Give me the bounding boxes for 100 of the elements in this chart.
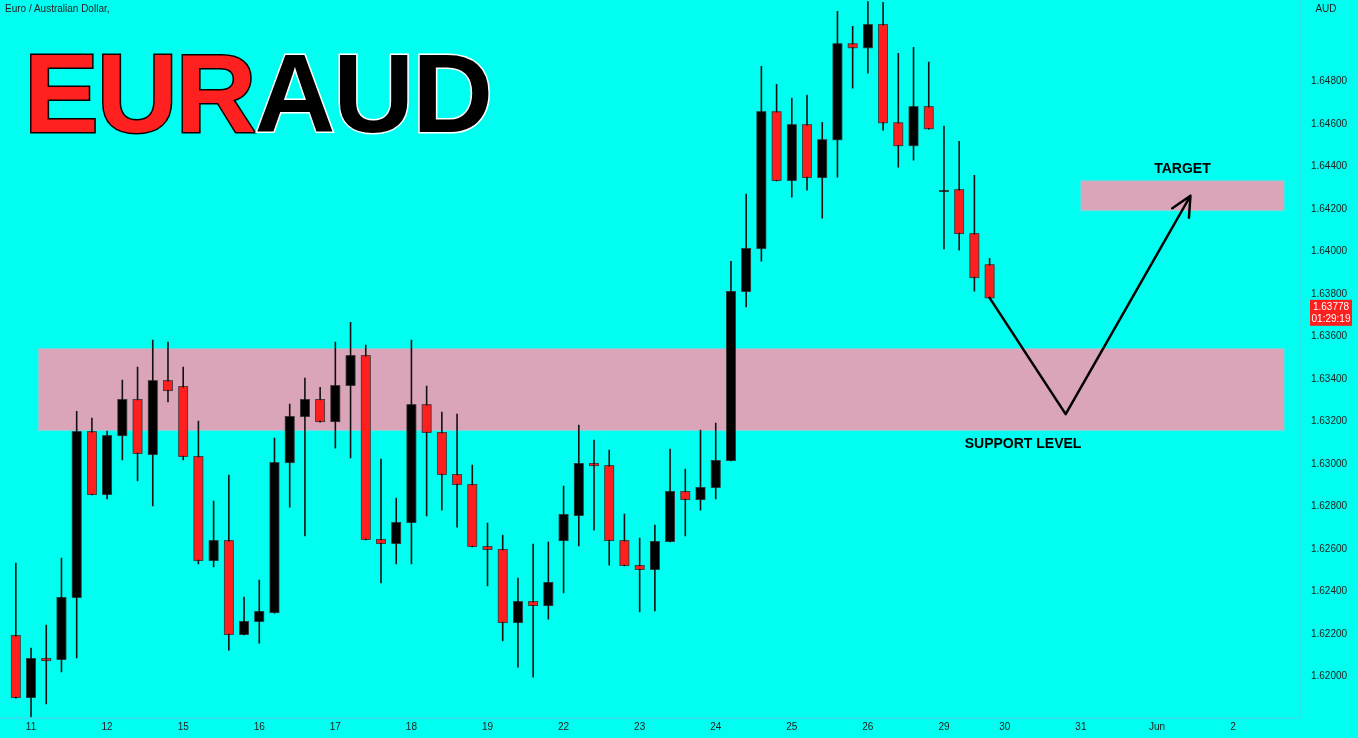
text: 01:29:19 <box>1311 312 1351 324</box>
candlestick <box>208 500 219 568</box>
candlestick <box>56 557 67 673</box>
candlestick <box>284 403 295 508</box>
y-tick-label: 1.64200 <box>1310 202 1348 214</box>
candlestick <box>269 437 280 614</box>
candlestick <box>147 339 158 507</box>
y-tick-label: 1.64400 <box>1310 160 1348 172</box>
y-tick-label: 1.63400 <box>1310 372 1348 384</box>
candlestick <box>87 417 97 495</box>
candlestick <box>330 341 341 449</box>
y-tick-label: 1.63600 <box>1310 330 1348 342</box>
candlestick <box>832 10 843 178</box>
candlestick <box>117 379 128 461</box>
x-tick-label: 15 <box>177 721 190 732</box>
candlestick <box>543 541 554 620</box>
candlestick <box>771 83 782 181</box>
candlestick <box>132 366 143 482</box>
candlestick <box>862 1 873 74</box>
x-tick-label: 25 <box>786 721 798 732</box>
candlestick <box>786 97 797 198</box>
x-tick-label: 18 <box>405 721 418 732</box>
candlestick <box>954 140 965 251</box>
candlestick <box>345 321 356 459</box>
candlestick <box>406 339 417 565</box>
candlestick <box>558 485 569 594</box>
band-label: TARGET <box>1154 159 1212 176</box>
y-tick-label: 1.64600 <box>1310 117 1348 129</box>
candlestick <box>847 25 858 89</box>
y-tick-label: 1.62800 <box>1310 500 1348 512</box>
band-label: SUPPORT LEVEL <box>964 434 1082 451</box>
candlestick <box>893 52 904 168</box>
chart-subtitle: Euro / Australian Dollar, <box>5 3 110 14</box>
candlestick <box>908 47 919 161</box>
candlestick <box>421 385 432 517</box>
candlestick <box>71 410 82 659</box>
candlestick <box>969 174 980 292</box>
candlestick <box>528 543 539 678</box>
y-axis-title: AUD <box>1315 3 1337 14</box>
candlestick <box>513 577 523 668</box>
candlestick <box>300 377 310 537</box>
candlestick <box>741 193 752 308</box>
y-tick-label: 1.64800 <box>1310 75 1348 87</box>
candlestick <box>710 422 721 500</box>
x-tick-label: 31 <box>1075 721 1087 732</box>
candlestick <box>923 61 934 130</box>
x-tick-label: 12 <box>101 721 114 732</box>
x-tick-label: Jun <box>1148 721 1166 732</box>
x-tick-label: 29 <box>938 721 950 732</box>
y-tick-label: 1.63200 <box>1310 415 1348 427</box>
candlestick <box>665 448 675 542</box>
candlestick <box>649 524 660 612</box>
y-tick-label: 1.63800 <box>1310 287 1348 299</box>
y-tick-label: 1.62600 <box>1310 542 1348 554</box>
candlestick <box>619 513 630 566</box>
candlestick <box>756 65 767 262</box>
candlestick <box>239 596 249 635</box>
candlestick <box>223 474 234 651</box>
candlestick <box>467 464 478 547</box>
text: 1.63778 <box>1312 300 1350 312</box>
y-tick-label: 1.62400 <box>1310 585 1348 597</box>
candlestick <box>589 439 599 531</box>
candlestick <box>178 366 189 461</box>
candlestick <box>391 497 402 565</box>
candlestick <box>482 522 493 587</box>
candlestick <box>376 458 386 584</box>
chart-title: EURAUD <box>24 31 492 156</box>
x-tick-label: 19 <box>481 721 494 732</box>
x-tick-label: 24 <box>710 721 722 732</box>
candlestick <box>163 341 173 403</box>
x-tick-label: 30 <box>999 721 1011 732</box>
candlestick <box>634 537 645 613</box>
y-tick-label: 1.63000 <box>1310 457 1348 469</box>
candlestick <box>726 260 736 461</box>
candlestick <box>41 624 52 705</box>
candlestick <box>695 429 706 511</box>
candlestick <box>102 430 113 500</box>
x-tick-label: 2 <box>1230 721 1237 732</box>
candlestick <box>817 121 828 219</box>
x-tick-label: 16 <box>253 721 266 732</box>
y-tick-label: 1.62000 <box>1310 670 1348 682</box>
candlestick <box>497 534 508 642</box>
candlestick <box>26 647 36 718</box>
x-tick-label: 11 <box>25 721 37 732</box>
candlestick <box>193 420 204 565</box>
candlestick <box>315 386 326 423</box>
candlestick <box>10 562 21 699</box>
candlestick <box>939 125 949 250</box>
candlestick <box>878 1 888 131</box>
candlestick <box>254 579 265 644</box>
candlestick <box>436 411 447 511</box>
x-tick-label: 26 <box>862 721 874 732</box>
candlestick <box>360 344 371 540</box>
candlestick <box>802 94 812 191</box>
candlestick <box>680 468 691 537</box>
x-tick-label: 17 <box>329 721 342 732</box>
x-tick-label: 22 <box>558 721 570 732</box>
candlestick <box>604 449 615 566</box>
y-tick-label: 1.62200 <box>1310 627 1348 639</box>
candlestick <box>573 424 584 547</box>
